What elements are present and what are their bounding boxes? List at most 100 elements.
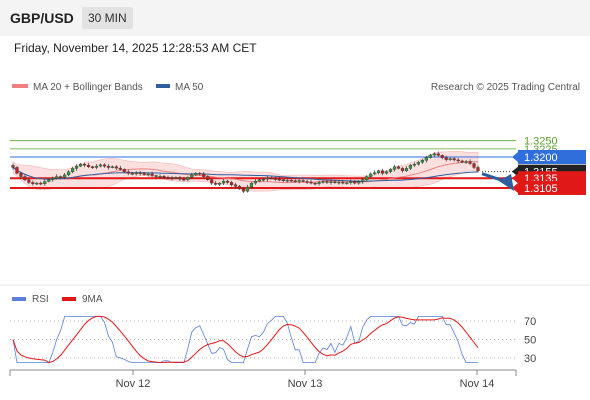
candle-body bbox=[19, 173, 23, 177]
level-label-1.3200: 1.3200 bbox=[524, 152, 558, 164]
candle-body bbox=[273, 178, 277, 180]
candle-body bbox=[106, 165, 110, 168]
rsi-line bbox=[12, 316, 478, 363]
candle-body bbox=[381, 170, 385, 174]
candle-body bbox=[428, 154, 432, 158]
level-label-box-1.3105 bbox=[518, 180, 586, 195]
candle-body bbox=[74, 165, 79, 169]
candle-body bbox=[233, 184, 238, 187]
candle-body bbox=[452, 158, 456, 161]
candle-body bbox=[313, 182, 317, 185]
level-label-pointer-1.3200 bbox=[512, 152, 518, 162]
candle-body bbox=[166, 177, 170, 179]
candle-body bbox=[194, 173, 198, 176]
candle-body bbox=[329, 181, 333, 183]
candle-body bbox=[126, 171, 130, 174]
candle-body bbox=[257, 179, 262, 182]
candle-body bbox=[357, 181, 361, 184]
candle-body bbox=[67, 171, 71, 176]
candle-body bbox=[118, 167, 122, 170]
candle-body bbox=[158, 176, 162, 178]
candle-body bbox=[420, 160, 424, 163]
candle-body bbox=[476, 167, 480, 171]
candle-body bbox=[154, 175, 158, 177]
candle-body bbox=[345, 182, 349, 184]
candle-body bbox=[146, 173, 150, 176]
candle-body bbox=[432, 153, 436, 156]
candle-body bbox=[206, 176, 210, 181]
candle-body bbox=[15, 167, 19, 174]
candle-body bbox=[82, 163, 87, 166]
candle-body bbox=[341, 181, 345, 184]
level-label-1.3250: 1.3250 bbox=[524, 136, 558, 148]
level-label-pointer-1.3105 bbox=[512, 182, 518, 193]
candle-body bbox=[309, 181, 313, 184]
forecast-arrow-head bbox=[499, 173, 514, 191]
candle-body bbox=[102, 164, 107, 167]
legend-ma50-label: MA 50 bbox=[175, 82, 204, 93]
legend-rsi-swatch bbox=[12, 297, 26, 301]
rsi-tick-30: 30 bbox=[524, 353, 536, 365]
candle-body bbox=[281, 179, 285, 182]
candle-body bbox=[325, 181, 329, 183]
candle-body bbox=[365, 176, 369, 181]
timestamp: Friday, November 14, 2025 12:28:53 AM CE… bbox=[14, 41, 257, 55]
legend-rsi-label: RSI bbox=[32, 294, 49, 305]
candle-body bbox=[59, 176, 63, 178]
candle-body bbox=[11, 165, 15, 168]
candle-body bbox=[285, 179, 289, 182]
candle-body bbox=[444, 157, 448, 160]
credit-text: Research © 2025 Trading Central bbox=[431, 82, 580, 93]
rsi-panel: 70 50 30 bbox=[10, 315, 536, 365]
candle-body bbox=[90, 166, 95, 168]
candle-body bbox=[47, 179, 51, 182]
x-axis-ticks: Nov 12 Nov 13 Nov 14 bbox=[116, 370, 495, 390]
candles bbox=[11, 151, 480, 194]
x-tick-label-0: Nov 12 bbox=[116, 378, 151, 390]
candle-body bbox=[253, 180, 258, 184]
candle-body bbox=[349, 181, 353, 183]
candle-body bbox=[237, 186, 242, 190]
candle-body bbox=[122, 169, 126, 172]
candle-body bbox=[23, 176, 27, 181]
candle-body bbox=[86, 164, 91, 167]
candle-body bbox=[388, 169, 393, 172]
timeframe-badge[interactable]: 30 MIN bbox=[82, 7, 133, 29]
candle-body bbox=[305, 181, 309, 183]
legend-9ma-label: 9MA bbox=[82, 294, 103, 305]
candle-body bbox=[39, 182, 43, 185]
candle-body bbox=[297, 180, 301, 182]
candle-body bbox=[174, 177, 178, 179]
candle-body bbox=[218, 182, 222, 185]
candle-body bbox=[353, 181, 357, 184]
candle-body bbox=[55, 176, 59, 179]
candle-body bbox=[369, 173, 373, 177]
candle-body bbox=[293, 180, 297, 182]
rsi-ma-line bbox=[12, 315, 479, 364]
level-label-pointer-1.3135 bbox=[512, 173, 518, 184]
candle-body bbox=[114, 166, 118, 169]
candle-body bbox=[392, 166, 397, 170]
legend-ma20-swatch bbox=[12, 84, 28, 88]
candle-body bbox=[289, 179, 293, 182]
candle-body bbox=[214, 182, 218, 185]
candle-body bbox=[456, 159, 460, 162]
candle-body bbox=[301, 180, 305, 182]
candle-body bbox=[269, 177, 273, 180]
candle-body bbox=[241, 188, 246, 192]
candle-body bbox=[110, 166, 114, 168]
price-levels bbox=[10, 140, 516, 189]
rsi-tick-50: 50 bbox=[524, 335, 536, 347]
candle-body bbox=[43, 181, 47, 184]
level-label-1.3105: 1.3105 bbox=[524, 183, 558, 195]
candle-body bbox=[436, 153, 440, 156]
x-tick-label-2: Nov 14 bbox=[460, 378, 495, 390]
candle-body bbox=[412, 163, 417, 166]
candle-body bbox=[130, 173, 134, 175]
candle-body bbox=[337, 181, 341, 184]
candle-body bbox=[150, 173, 154, 176]
candle-body bbox=[186, 177, 190, 181]
candle-body bbox=[277, 178, 281, 181]
chart-header: GBP/USD 30 MIN bbox=[0, 0, 590, 36]
